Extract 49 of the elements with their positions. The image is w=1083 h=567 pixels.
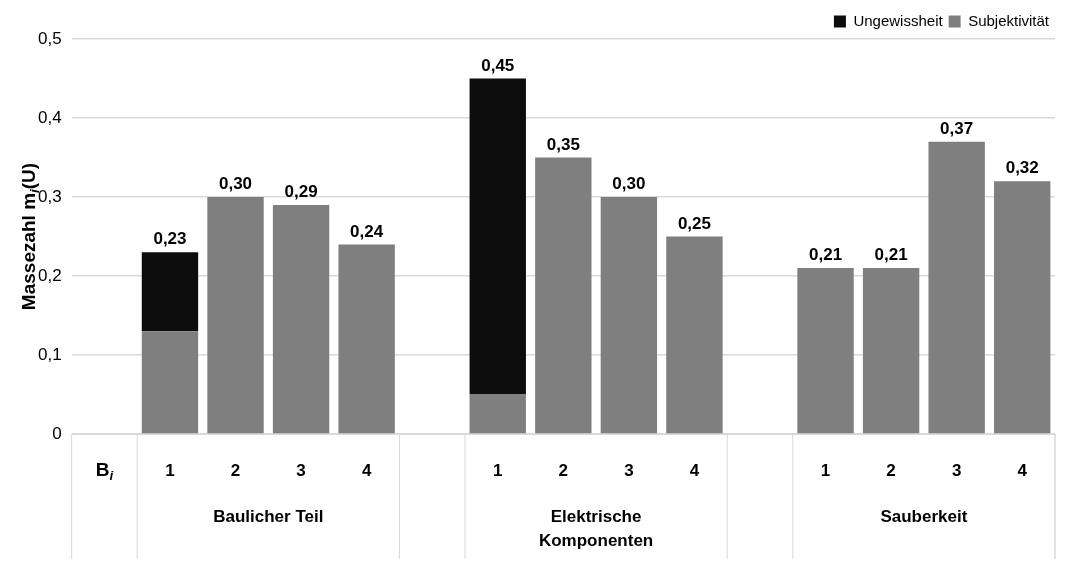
x-tick-label: 4 <box>361 460 372 480</box>
y-tick-label: 0,1 <box>37 344 62 364</box>
y-tick-label: 0,2 <box>37 265 62 285</box>
bar <box>469 394 526 434</box>
x-tick-label: 3 <box>624 460 634 480</box>
total-label: 0,37 <box>940 118 974 138</box>
total-label: 0,32 <box>1005 158 1039 178</box>
legend-label: Ungewissheit <box>853 11 944 29</box>
y-tick-label: 0,5 <box>37 28 62 48</box>
bar <box>141 331 199 434</box>
bar <box>862 268 920 434</box>
x-tick-label: 4 <box>1017 460 1028 480</box>
total-label: 0,25 <box>677 213 711 233</box>
total-label: 0,35 <box>546 134 580 154</box>
y-tick-label: 0,4 <box>37 107 62 127</box>
bar <box>141 252 199 332</box>
y-tick-label: 0 <box>52 423 62 443</box>
text: Baulicher Teil <box>213 506 324 526</box>
bar <box>994 181 1051 434</box>
x-tick-label: 2 <box>230 460 241 480</box>
bar <box>797 268 854 434</box>
bar <box>600 197 658 434</box>
bar <box>207 197 264 434</box>
bar <box>469 78 526 395</box>
bar <box>666 236 723 434</box>
bar <box>928 141 985 434</box>
total-label: 0,21 <box>874 245 908 265</box>
legend-label: Subjektivität <box>968 11 1050 29</box>
x-tick-label: 2 <box>558 460 569 480</box>
bar <box>338 244 395 434</box>
total-label: 0,30 <box>218 174 253 194</box>
x-tick-label: 3 <box>296 460 306 480</box>
text: Elektrische Komponenten <box>538 506 654 550</box>
total-label: 0,24 <box>350 221 384 241</box>
x-tick-label: 4 <box>689 460 700 480</box>
x-tick-label: 2 <box>886 460 896 480</box>
text: Sauberkeit <box>880 506 968 526</box>
x-tick-label: 1 <box>493 460 503 480</box>
bar <box>535 157 592 434</box>
total-label: 0,45 <box>481 55 515 75</box>
x-tick-label: 1 <box>820 460 831 480</box>
y-tick-label: 0,3 <box>37 186 62 206</box>
bar <box>272 204 330 434</box>
total-label: 0,29 <box>284 182 318 202</box>
total-label: 0,21 <box>809 245 843 265</box>
total-label: 0,23 <box>153 229 187 249</box>
x-tick-label: 3 <box>951 460 962 480</box>
x-tick-label: 1 <box>165 460 175 480</box>
total-label: 0,30 <box>612 174 646 194</box>
